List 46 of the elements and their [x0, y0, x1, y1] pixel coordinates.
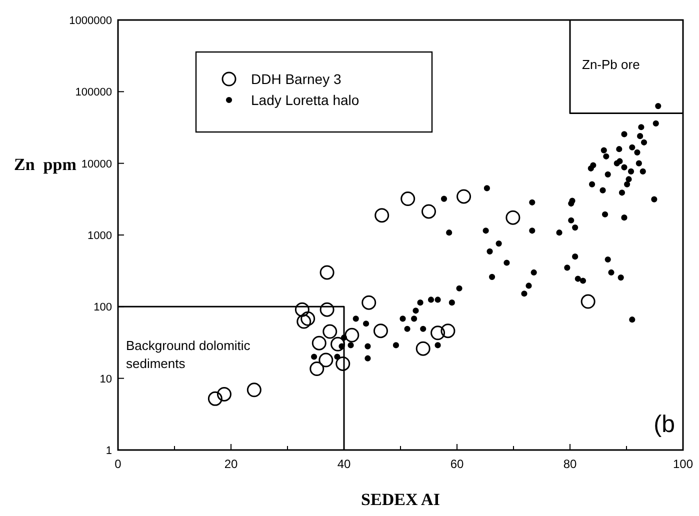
point	[456, 189, 472, 204]
point	[296, 314, 312, 329]
x-tick-label: 60	[450, 457, 464, 471]
y-tick-label: 10000	[81, 158, 112, 170]
y-tick-label: 1000	[88, 230, 112, 242]
point	[208, 391, 222, 406]
annotation: (b	[654, 411, 675, 438]
point	[320, 302, 334, 317]
y-tick-label: 100	[94, 302, 112, 314]
point	[294, 302, 310, 317]
x-axis-title: SEDEX AI	[361, 490, 440, 509]
y-tick-label: 1000000	[69, 15, 112, 27]
point	[320, 265, 334, 280]
point	[246, 382, 262, 398]
y-tick-label: 1	[106, 445, 112, 457]
point	[318, 352, 334, 368]
annotation: Zn-Pb ore	[582, 57, 640, 72]
y-tick-label: 100000	[75, 86, 112, 99]
point	[440, 324, 456, 338]
y-axis-title: Zn ppm	[14, 155, 76, 174]
annotation: Background dolomitic sediments	[126, 338, 251, 371]
x-tick-label: 0	[114, 457, 122, 471]
point	[362, 295, 376, 310]
point	[373, 324, 388, 338]
point	[216, 386, 232, 402]
point	[400, 192, 416, 206]
point	[416, 341, 430, 356]
point	[506, 210, 520, 225]
x-tick-label: 80	[563, 457, 577, 471]
x-tick-label: 100	[672, 457, 694, 471]
point	[344, 328, 360, 342]
point	[580, 294, 596, 309]
x-tick-label: 40	[337, 457, 351, 471]
legend-label: Lady Loretta halo	[251, 92, 360, 108]
point	[330, 336, 346, 352]
point	[322, 324, 338, 339]
x-tick-label: 20	[224, 457, 238, 471]
point	[300, 311, 316, 326]
point	[336, 356, 350, 371]
legend-label: DDH Barney 3	[251, 71, 342, 87]
point	[422, 204, 436, 219]
point	[310, 362, 324, 376]
point	[312, 336, 326, 350]
point	[430, 326, 446, 340]
point	[374, 208, 390, 223]
y-tick-label: 10	[100, 373, 112, 386]
